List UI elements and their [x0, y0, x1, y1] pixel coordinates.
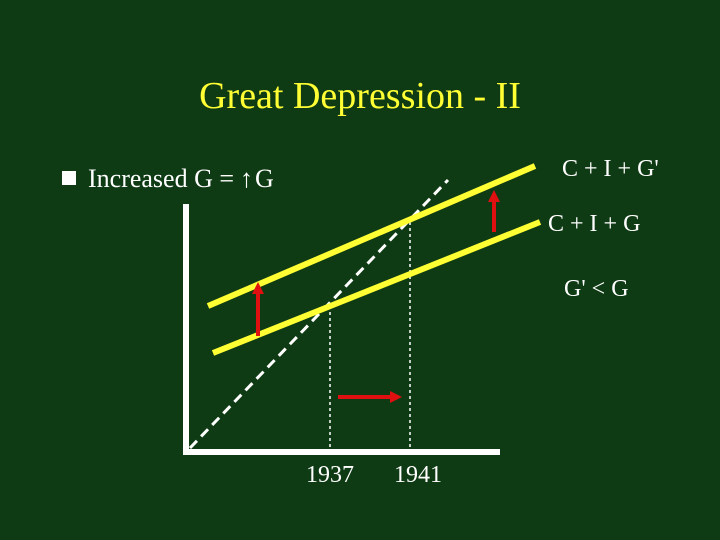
bullet-text-suffix: G	[255, 164, 274, 193]
x-marker-1941: 1941	[394, 462, 442, 488]
upper-line-label: C + I + G'	[562, 156, 659, 182]
x-marker-1937: 1937	[306, 462, 354, 488]
slide-title: Great Depression - II	[199, 75, 521, 117]
comparison-note: G' < G	[564, 276, 629, 302]
lower-line-label: C + I + G	[548, 211, 641, 237]
right-shift-arrow	[488, 190, 500, 232]
left-shift-arrow	[252, 282, 264, 336]
lower-expenditure-line	[211, 219, 542, 356]
square-bullet-icon	[62, 171, 76, 185]
up-arrow-icon: ↑	[240, 164, 254, 193]
bullet-item: Increased G = ↑ G	[62, 164, 274, 194]
output-shift-arrow	[338, 391, 402, 403]
upper-expenditure-line	[206, 163, 537, 309]
bullet-text-prefix: Increased G =	[88, 164, 235, 193]
